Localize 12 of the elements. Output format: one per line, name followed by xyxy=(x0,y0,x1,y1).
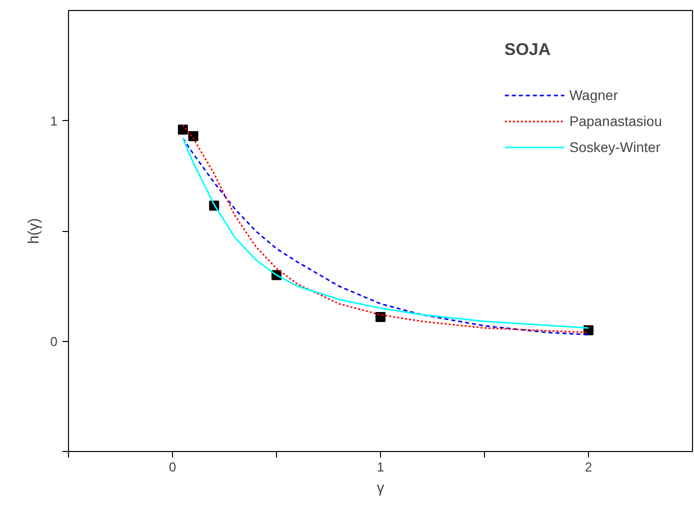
x-tick-label: 1 xyxy=(376,460,384,474)
point xyxy=(188,131,198,142)
x-tick-label: 2 xyxy=(584,460,592,474)
point xyxy=(376,312,386,322)
y-axis-title: h(γ) xyxy=(25,218,42,244)
legend-label: Papanastasiou xyxy=(569,113,662,129)
legend-title: SOJA xyxy=(504,40,552,60)
point xyxy=(178,124,188,135)
legend-label: Soskey-Winter xyxy=(569,139,660,155)
x-tick-label: 0 xyxy=(168,460,176,474)
x-axis-title: γ xyxy=(376,480,385,496)
legend-label: Wagner xyxy=(569,87,618,103)
